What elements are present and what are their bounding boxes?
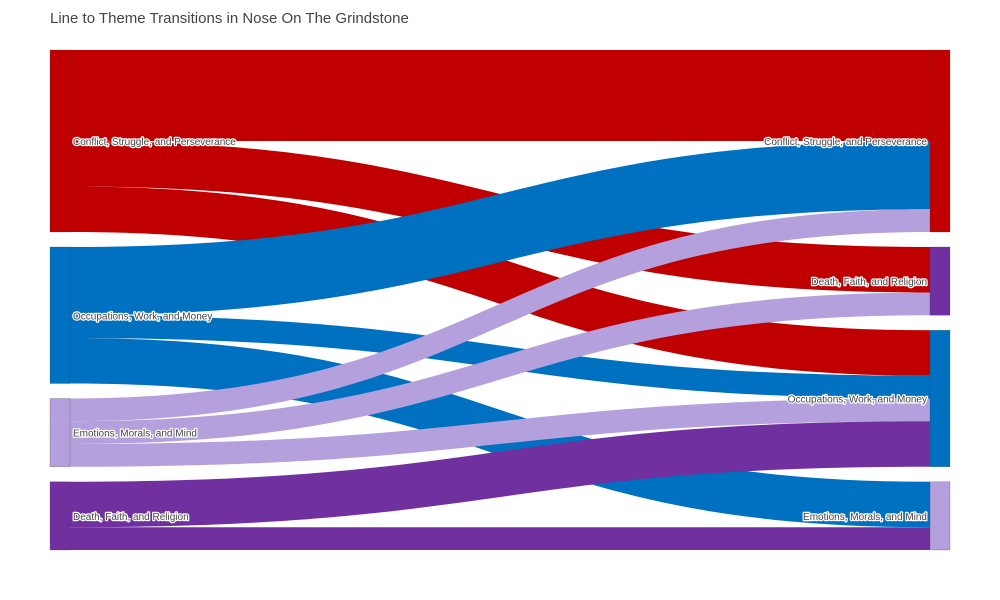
link-conflict-struggle-and-perseverance-to-conflict-struggle-and-perseverance[interactable] xyxy=(70,50,930,141)
node-label-source-emotions-morals-and-mind: Emotions, Morals, and Mind xyxy=(73,429,197,440)
node-source-emotions-morals-and-mind[interactable] xyxy=(49,398,71,467)
node-target-occupations-work-and-money[interactable] xyxy=(929,330,951,467)
link-death-faith-and-religion-to-emotions-morals-and-mind[interactable] xyxy=(70,527,930,550)
links-layer xyxy=(70,50,930,550)
node-target-emotions-morals-and-mind[interactable] xyxy=(929,481,951,551)
link-death-faith-and-religion-to-occupations-work-and-money[interactable] xyxy=(70,421,930,528)
link-emotions-morals-and-mind-to-occupations-work-and-money[interactable] xyxy=(70,398,930,467)
node-label-target-occupations-work-and-money: Occupations, Work, and Money xyxy=(788,395,927,406)
node-label-source-occupations-work-and-money: Occupations, Work, and Money xyxy=(73,311,212,322)
node-target-death-faith-and-religion[interactable] xyxy=(929,246,951,316)
link-emotions-morals-and-mind-to-death-faith-and-religion[interactable] xyxy=(70,292,930,445)
labels-layer: Conflict, Struggle, and Perseverance Occu… xyxy=(72,136,929,524)
node-label-source-conflict-struggle-and-perseverance: Conflict, Struggle, and Perseverance xyxy=(73,137,236,148)
node-target-conflict-struggle-and-perseverance[interactable] xyxy=(929,49,951,233)
node-label-target-conflict-struggle-and-perseverance: Conflict, Struggle, and Perseverance xyxy=(764,137,927,148)
node-label-source-death-faith-and-religion: Death, Faith, and Religion xyxy=(73,512,189,523)
node-source-conflict-struggle-and-perseverance[interactable] xyxy=(49,49,71,233)
link-emotions-morals-and-mind-to-conflict-struggle-and-perseverance[interactable] xyxy=(70,209,930,422)
node-source-occupations-work-and-money[interactable] xyxy=(49,246,71,384)
node-source-death-faith-and-religion[interactable] xyxy=(49,481,71,551)
node-label-target-emotions-morals-and-mind: Emotions, Morals, and Mind xyxy=(803,512,927,523)
link-occupations-work-and-money-to-conflict-struggle-and-perseverance[interactable] xyxy=(70,141,930,316)
nodes-layer xyxy=(49,49,951,551)
chart-title: Line to Theme Transitions in Nose On The… xyxy=(50,10,409,27)
node-label-target-death-faith-and-religion: Death, Faith, and Religion xyxy=(811,277,927,288)
